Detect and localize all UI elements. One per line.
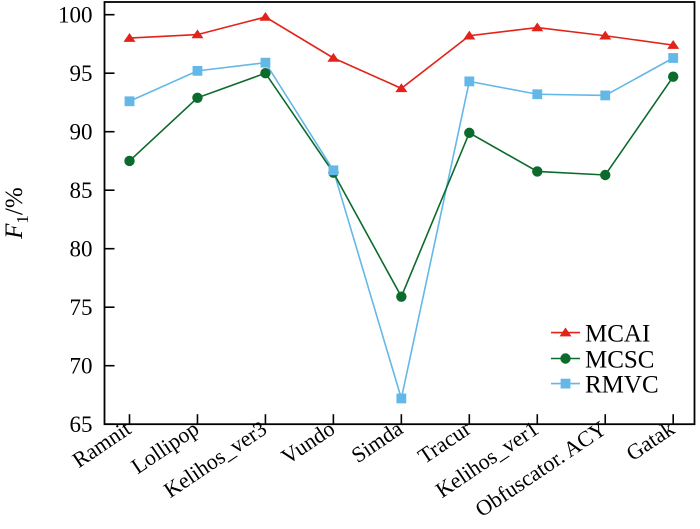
svg-text:MCAI: MCAI [585, 321, 650, 348]
svg-text:65: 65 [70, 412, 93, 437]
svg-text:100: 100 [58, 3, 93, 28]
svg-text:85: 85 [70, 178, 93, 203]
svg-text:80: 80 [70, 237, 93, 262]
svg-text:75: 75 [70, 295, 93, 320]
svg-text:F1/%: F1/% [1, 187, 32, 240]
svg-text:95: 95 [70, 61, 93, 86]
svg-text:Gatak: Gatak [621, 416, 679, 466]
svg-text:MCSC: MCSC [585, 347, 654, 374]
svg-text:90: 90 [70, 120, 93, 145]
svg-text:70: 70 [70, 354, 93, 379]
svg-text:RMVC: RMVC [585, 372, 659, 399]
